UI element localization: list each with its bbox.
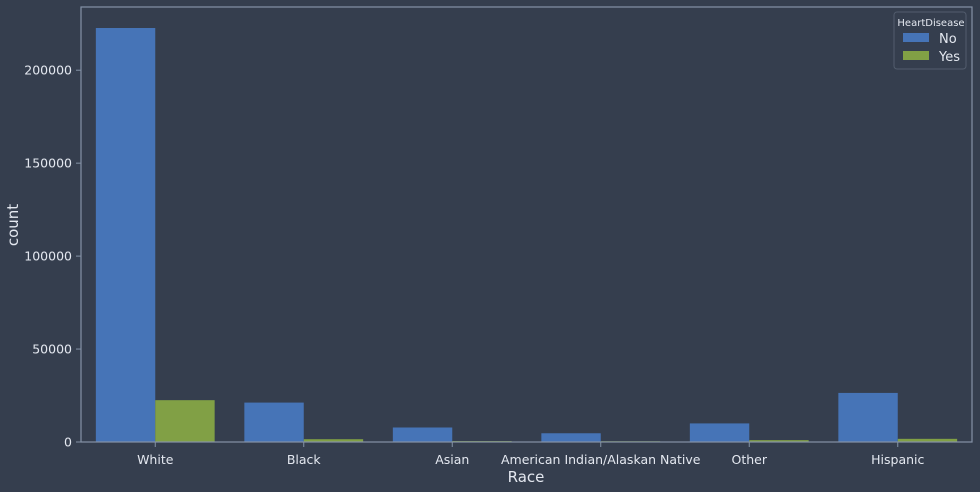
bar-no-3 — [541, 433, 601, 442]
x-tick-label-0: White — [137, 452, 174, 467]
x-tick-label-4: Other — [732, 452, 768, 467]
x-tick-label-5: Hispanic — [871, 452, 924, 467]
legend-label-yes: Yes — [938, 50, 960, 65]
x-axis-label: Race — [508, 468, 545, 486]
y-tick-label-2: 100000 — [24, 249, 72, 264]
bar-no-2 — [392, 427, 453, 442]
y-tick-label-1: 50000 — [32, 342, 72, 357]
legend-label-no: No — [939, 32, 957, 47]
bar-yes-0 — [155, 400, 215, 442]
bar-no-0 — [95, 28, 156, 442]
x-tick-label-1: Black — [287, 452, 322, 467]
x-tick-label-3: American Indian/Alaskan Native — [501, 452, 701, 467]
bar-no-5 — [838, 392, 898, 442]
bar-yes-1 — [303, 439, 364, 442]
y-tick-label-4: 200000 — [24, 63, 72, 78]
legend-title: HeartDisease — [897, 18, 964, 29]
bar-yes-4 — [749, 440, 809, 442]
y-axis-label: count — [4, 204, 22, 246]
x-tick-label-2: Asian — [435, 452, 469, 467]
legend-swatch-yes — [903, 51, 929, 60]
y-tick-label-0: 0 — [64, 435, 72, 450]
y-axis-ticks: 0 50000 100000 150000 200000 — [24, 63, 81, 450]
plot-frame — [80, 6, 973, 443]
x-axis-ticks: White Black Asian American Indian/Alaskan N… — [137, 442, 924, 467]
bar-no-1 — [244, 402, 304, 442]
bars-group — [95, 28, 958, 442]
y-tick-label-3: 150000 — [24, 156, 72, 171]
legend: HeartDisease No Yes — [893, 11, 967, 70]
legend-swatch-no — [903, 33, 929, 42]
bar-yes-5 — [897, 438, 958, 442]
bar-no-4 — [689, 423, 750, 442]
